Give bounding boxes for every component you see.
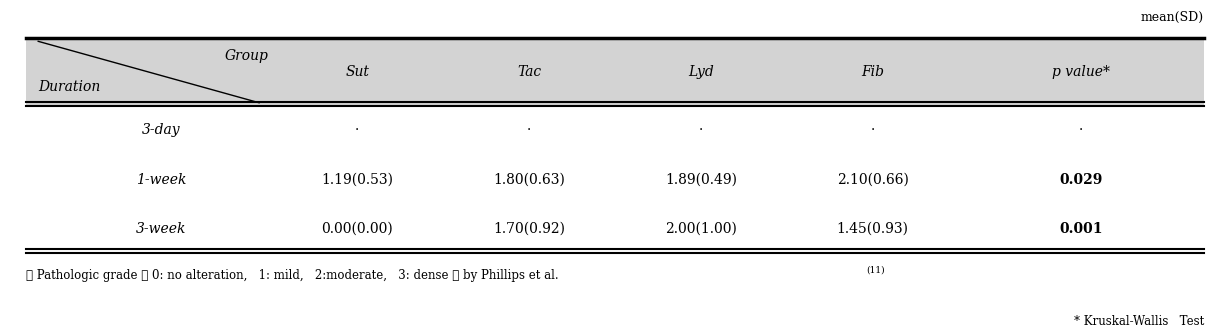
Text: p value*: p value* [1053,65,1111,79]
Text: 1.70(0.92): 1.70(0.92) [493,222,565,236]
Text: 1.19(0.53): 1.19(0.53) [321,173,394,187]
Text: 2.00(1.00): 2.00(1.00) [665,222,737,236]
Text: ·: · [355,123,359,137]
Text: mean(SD): mean(SD) [1141,10,1204,24]
Text: * Kruskal-Wallis   Test: * Kruskal-Wallis Test [1074,315,1204,328]
Bar [26,38,1204,106]
Text: Lyd: Lyd [688,65,713,79]
Text: 0.029: 0.029 [1060,173,1103,187]
Text: ·: · [699,123,704,137]
Text: 1.80(0.63): 1.80(0.63) [493,173,565,187]
Text: 3-day: 3-day [141,123,181,137]
Text: ·: · [1079,123,1084,137]
Text: 1.89(0.49): 1.89(0.49) [665,173,737,187]
Text: 0.00(0.00): 0.00(0.00) [321,222,394,236]
Text: 0.001: 0.001 [1059,222,1103,236]
Text: 2.10(0.66): 2.10(0.66) [836,173,909,187]
Text: Duration: Duration [38,80,101,93]
Text: 1-week: 1-week [135,173,186,187]
Text: Sut: Sut [346,65,369,79]
Text: Fib: Fib [861,65,884,79]
Text: Tac: Tac [517,65,541,79]
Text: ·: · [871,123,875,137]
Text: 3-week: 3-week [135,222,186,236]
Text: Group: Group [225,49,269,63]
Text: ※ Pathologic grade （ 0: no alteration,   1: mild,   2:moderate,   3: dense ） by : ※ Pathologic grade （ 0: no alteration, 1… [26,269,558,282]
Text: ·: · [526,123,531,137]
Text: (11): (11) [867,266,886,275]
Text: 1.45(0.93): 1.45(0.93) [836,222,909,236]
